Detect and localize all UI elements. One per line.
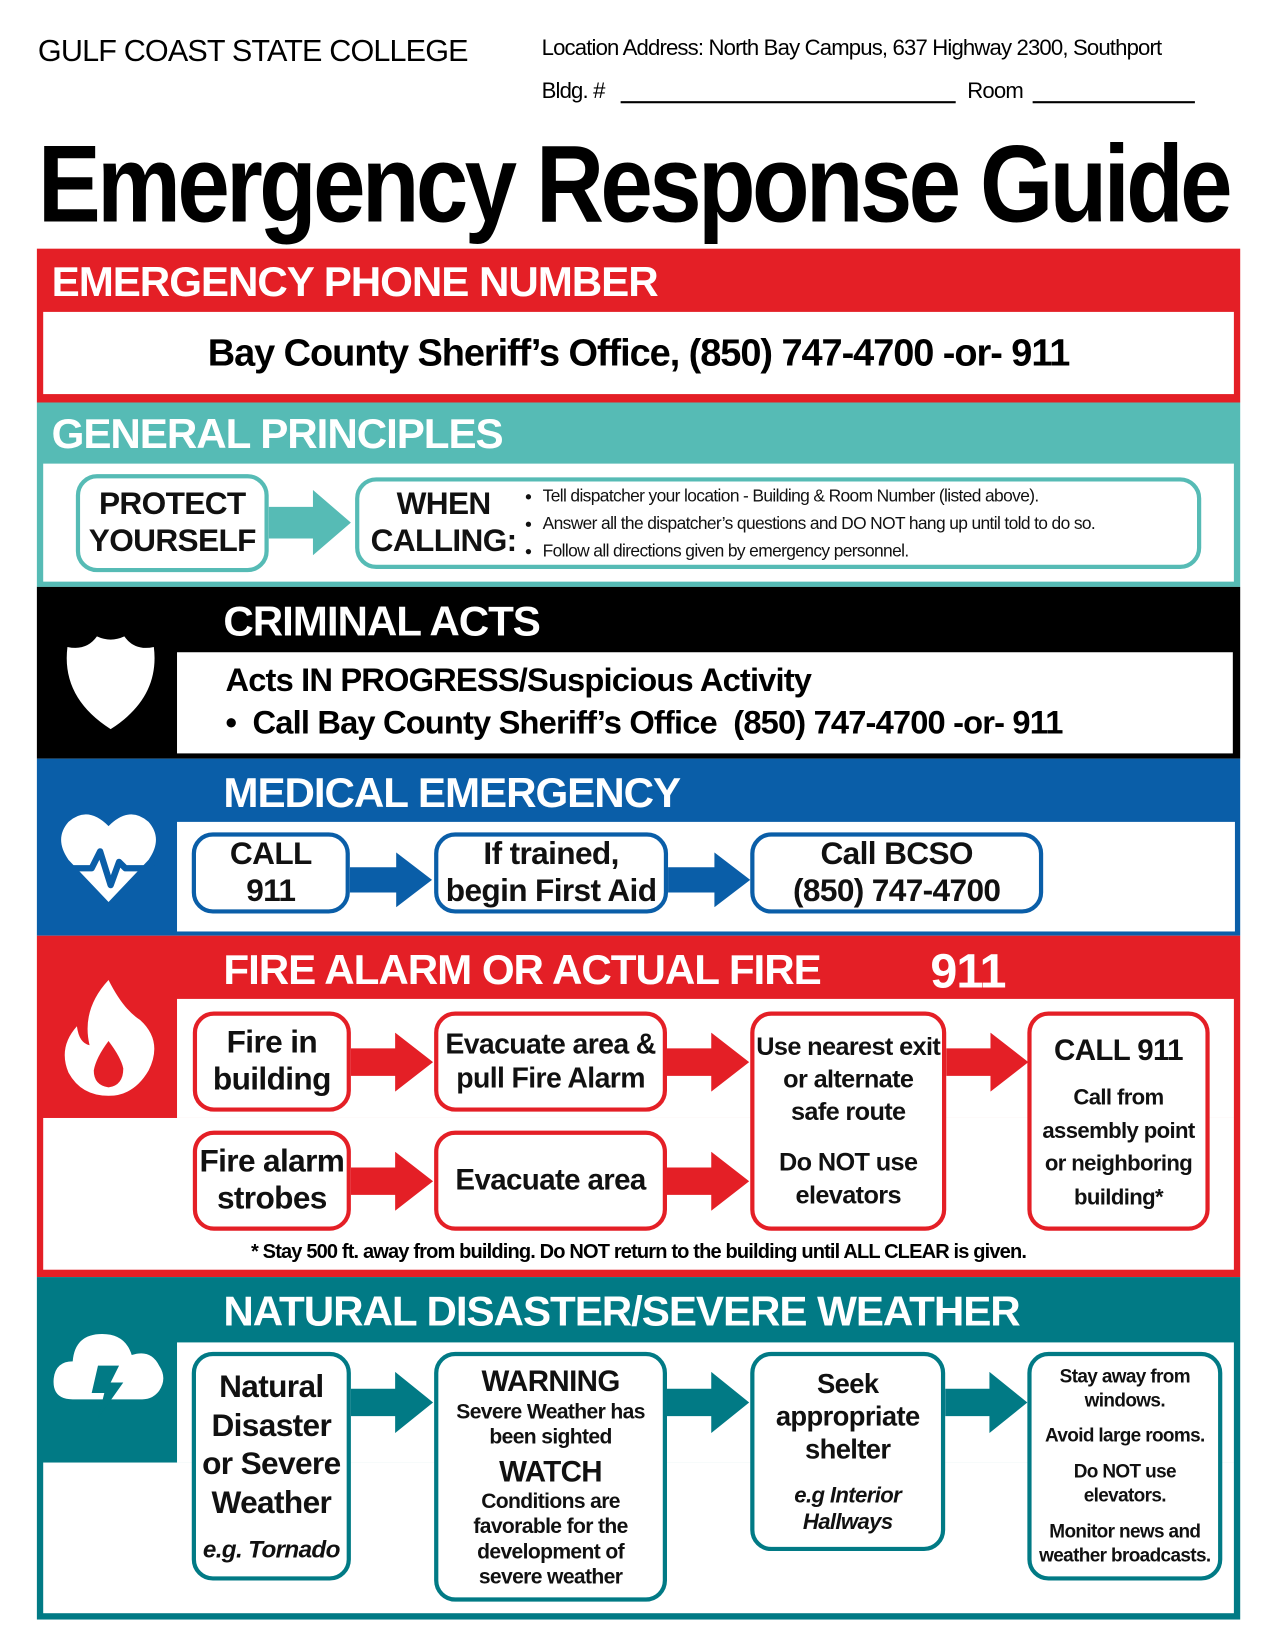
room-label: Room: [967, 79, 1024, 104]
arrow-right-icon: [666, 1371, 750, 1434]
shield-icon: [66, 636, 155, 730]
protect-yourself-box: PROTECT YOURSELF: [75, 474, 269, 573]
arrow-right-icon: [268, 489, 351, 556]
general-principles-section: GENERAL PRINCIPLES PROTECT YOURSELF WHEN C…: [36, 402, 1241, 587]
nearest-exit-box: Use nearest exit or alternate safe route D…: [750, 1011, 947, 1231]
call-911-box: CALL 911: [191, 832, 350, 914]
criminal-acts-section: CRIMINAL ACTS Acts IN PROGRESS/Suspiciou…: [36, 586, 1241, 759]
fire-emergency-number: 911: [930, 943, 1006, 998]
heart-pulse-icon: [61, 814, 156, 902]
natural-disaster-box: Natural Disaster or Severe Weather e.g. Tor…: [191, 1351, 351, 1581]
calling-instructions-list: Tell dispatcher your location - Building…: [528, 482, 1096, 564]
arrow-right-icon: [946, 1032, 1029, 1092]
section-heading: EMERGENCY PHONE NUMBER: [51, 259, 659, 306]
room-field[interactable]: [1032, 101, 1195, 104]
bldg-field[interactable]: [620, 101, 956, 104]
arrow-right-icon: [350, 1151, 434, 1211]
arrow-right-icon: [666, 1151, 750, 1211]
fire-section: FIRE ALARM OR ACTUAL FIRE 911 Fire in bui…: [36, 935, 1241, 1278]
natural-disaster-section: NATURAL DISASTER/SEVERE WEATHER Natural D…: [36, 1277, 1241, 1620]
evacuate-area-box: Evacuate area: [434, 1130, 667, 1231]
arrow-right-icon: [350, 1032, 434, 1092]
first-aid-box: If trained, begin First Aid: [434, 832, 669, 914]
call-bcso-box: Call BCSO (850) 747-4700: [750, 832, 1044, 914]
flame-icon: [64, 979, 155, 1096]
section-heading: CRIMINAL ACTS: [223, 598, 541, 645]
section-heading: NATURAL DISASTER/SEVERE WEATHER: [223, 1288, 1020, 1336]
arrow-right-icon: [349, 852, 433, 908]
page-title: Emergency Response Guide: [37, 123, 1233, 246]
emergency-phone-text: Bay County Sheriff’s Office, (850) 747-4…: [207, 330, 1071, 375]
location-address: Location Address: North Bay Campus, 637 …: [541, 35, 1163, 61]
criminal-line-2: • Call Bay County Sheriff’s Office (850)…: [225, 703, 1063, 741]
section-heading: GENERAL PRINCIPLES: [51, 410, 504, 458]
evacuate-pull-alarm-box: Evacuate area & pull Fire Alarm: [434, 1011, 667, 1112]
bldg-label: Bldg. #: [541, 79, 606, 104]
fire-alarm-strobes-box: Fire alarm strobes: [192, 1130, 351, 1231]
criminal-line-1: Acts IN PROGRESS/Suspicious Activity: [225, 661, 812, 699]
fire-footnote: * Stay 500 ft. away from building. Do NO…: [251, 1241, 1027, 1264]
storm-cloud-icon: [53, 1333, 164, 1419]
list-item: Tell dispatcher your location - Building…: [543, 482, 1095, 509]
fire-in-building-box: Fire in building: [192, 1011, 351, 1112]
list-item: Follow all directions given by emergency…: [543, 537, 1095, 564]
section-heading: FIRE ALARM OR ACTUAL FIRE: [223, 947, 821, 994]
college-name: GULF COAST STATE COLLEGE: [37, 34, 469, 69]
seek-shelter-box: Seek appropriate shelter e.g Interior Hallw…: [750, 1351, 946, 1552]
call-911-assembly-box: CALL 911 Call from assembly point or neigh…: [1027, 1011, 1210, 1231]
arrow-right-icon: [945, 1371, 1028, 1434]
emergency-phone-section: EMERGENCY PHONE NUMBER Bay County Sherif…: [36, 248, 1241, 403]
arrow-right-icon: [350, 1371, 434, 1434]
warning-watch-box: WARNING Severe Weather has been sighted W…: [434, 1351, 667, 1602]
arrow-right-icon: [668, 852, 751, 908]
arrow-right-icon: [666, 1032, 750, 1092]
list-item: Answer all the dispatcher’s questions an…: [543, 509, 1096, 536]
section-heading: MEDICAL EMERGENCY: [223, 770, 681, 817]
safety-tips-box: Stay away from windows. Avoid large rooms…: [1027, 1351, 1223, 1581]
medical-emergency-section: MEDICAL EMERGENCY CALL 911 If trained, beg…: [36, 758, 1241, 936]
